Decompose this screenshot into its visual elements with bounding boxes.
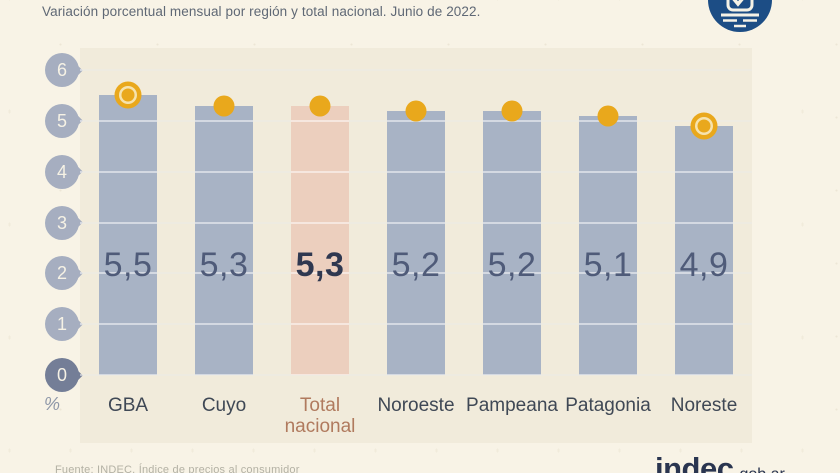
x-axis-label-total-nacional: Total nacional (284, 395, 356, 437)
y-tick-balloon-1: 1 (45, 307, 79, 342)
bar-gba (99, 95, 157, 375)
bar-patagonia (579, 115, 637, 375)
y-axis-unit-label: % (44, 394, 61, 414)
dot-marker-patagonia (597, 105, 619, 127)
gridline-overlay-1 (80, 323, 752, 326)
bar-value-label: 4,9 (679, 246, 729, 284)
x-axis-label-noroeste: Noroeste (377, 395, 455, 416)
y-tick-balloon-3: 3 (45, 205, 79, 240)
dot-marker-noroeste (405, 100, 427, 122)
y-tick-balloon-0: 0 (45, 358, 79, 392)
x-axis-label-noreste: Noreste (670, 395, 738, 416)
y-tick-balloon-4: 4 (45, 154, 79, 189)
y-tick-balloon-5: 5 (45, 103, 79, 138)
x-axis-label-pampeana: Pampeana (466, 395, 558, 416)
gridline-overlay-4 (80, 170, 752, 173)
x-axis-label-patagonia: Patagonia (565, 395, 651, 416)
bar-total-nacional (291, 105, 349, 375)
bar-value-label: 5,3 (199, 246, 249, 284)
bar-pampeana (483, 110, 541, 375)
x-axis-label-gba: GBA (107, 395, 149, 416)
indec-infographic-badge (708, 0, 772, 32)
gridline-overlay-0 (80, 374, 752, 376)
y-tick-balloon-2: 2 (45, 256, 79, 291)
y-tick-balloon-6: 6 (45, 53, 79, 88)
indec-logo-text: indec (655, 451, 734, 473)
bar-value-label: 5,1 (583, 246, 633, 284)
x-axis-label-cuyo: Cuyo (201, 395, 247, 416)
dot-marker-total-nacional (309, 95, 331, 117)
ring-marker-noreste (697, 119, 711, 133)
indec-logo-suffix: gob.ar (739, 466, 784, 473)
gridline-overlay-3 (80, 221, 752, 224)
gridline-overlay-2 (80, 272, 752, 275)
plot-area: 5,5 GBA 5,3 Cuyo 5,3 Total nacional 5,2 Noroest… (80, 48, 752, 443)
ring-marker-gba (121, 88, 135, 102)
bar-noroeste (387, 110, 445, 375)
gridline-overlay-6 (80, 69, 752, 72)
chart-subtitle: Variación porcentual mensual por región … (42, 4, 481, 19)
bar-cuyo (195, 105, 253, 375)
bar-value-label: 5,5 (103, 246, 153, 284)
bar-noreste (675, 125, 733, 375)
source-caption: Fuente: INDEC. Índice de precios al cons… (55, 464, 300, 473)
bar-value-label: 5,3 (295, 246, 345, 284)
dot-marker-pampeana (501, 100, 523, 122)
bar-value-label: 5,2 (391, 246, 441, 284)
indec-logo: indec gob.ar (655, 451, 785, 473)
dot-marker-cuyo (213, 95, 235, 117)
bar-value-label: 5,2 (487, 246, 537, 284)
